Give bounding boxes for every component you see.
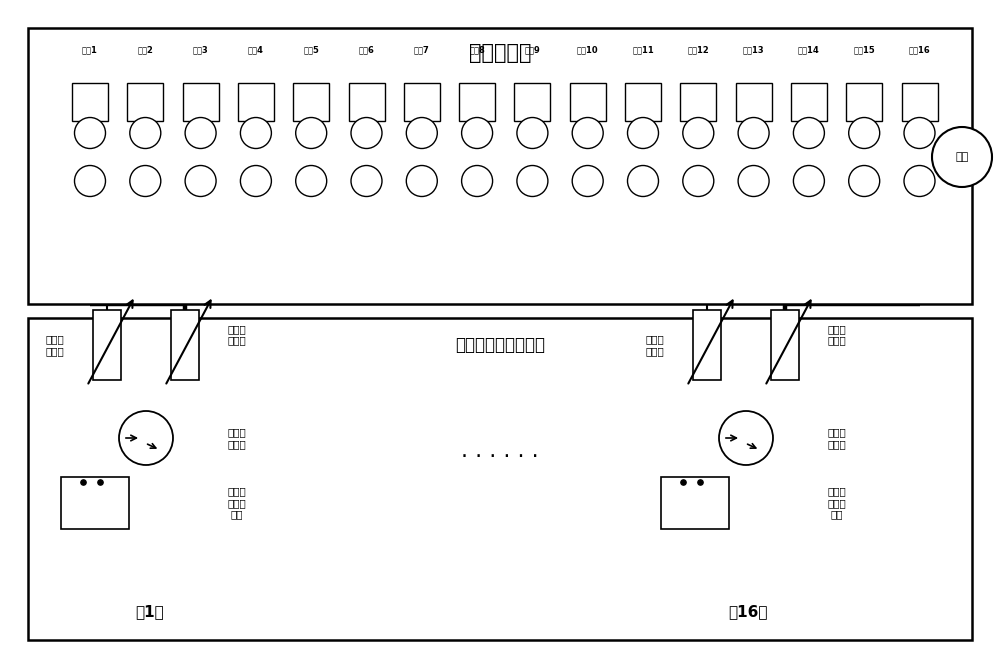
Text: 通道11: 通道11 [632,46,654,54]
Circle shape [240,117,271,148]
Text: 通道10: 通道10 [577,46,599,54]
Text: 标准信
号发生
电路: 标准信 号发生 电路 [828,487,846,520]
Bar [736,83,772,121]
Text: 瞬断测试仪: 瞬断测试仪 [469,43,531,63]
Circle shape [351,117,382,148]
Bar [771,310,799,380]
Bar [514,83,550,121]
Circle shape [406,166,437,197]
Circle shape [517,166,548,197]
Bar [61,477,129,529]
Text: 通道2: 通道2 [137,46,153,54]
Circle shape [793,117,824,148]
Circle shape [572,166,603,197]
Circle shape [119,411,173,465]
Circle shape [240,166,271,197]
Text: 通道15: 通道15 [853,46,875,54]
Text: 通道5: 通道5 [303,46,319,54]
Circle shape [628,166,658,197]
Bar [72,83,108,121]
Circle shape [738,117,769,148]
Text: 通道1: 通道1 [82,46,98,54]
Circle shape [296,117,327,148]
Circle shape [185,117,216,148]
Bar [625,83,661,121]
Circle shape [719,411,773,465]
Circle shape [74,117,105,148]
Bar [404,83,440,121]
Circle shape [74,166,105,197]
Bar [693,310,721,380]
Text: 主程控
电阻源: 主程控 电阻源 [828,324,846,346]
Text: 第16路: 第16路 [728,604,768,620]
Circle shape [904,117,935,148]
Circle shape [406,117,437,148]
Circle shape [683,117,714,148]
Circle shape [628,117,658,148]
Circle shape [932,127,992,187]
Text: 通道12: 通道12 [687,46,709,54]
Circle shape [849,166,880,197]
Circle shape [462,117,493,148]
Text: 通道3: 通道3 [193,46,208,54]
Bar [127,83,163,121]
Bar [183,83,219,121]
Circle shape [351,166,382,197]
Text: 通道8: 通道8 [469,46,485,54]
Text: 高速场
效应管: 高速场 效应管 [228,427,246,449]
Bar [846,83,882,121]
Circle shape [572,117,603,148]
Text: 通道4: 通道4 [248,46,264,54]
Circle shape [517,117,548,148]
Bar [570,83,606,121]
Circle shape [185,166,216,197]
Text: 通道6: 通道6 [359,46,374,54]
Text: 辅程控
电阻源: 辅程控 电阻源 [46,334,64,355]
Text: 通道16: 通道16 [909,46,930,54]
Bar [680,83,716,121]
Circle shape [462,166,493,197]
Text: 通道7: 通道7 [414,46,430,54]
Text: 开关: 开关 [955,152,969,162]
Bar [171,310,199,380]
Text: 第1路: 第1路 [136,604,164,620]
Text: 通道9: 通道9 [525,46,540,54]
Circle shape [793,166,824,197]
Text: 标准信
号发生
电路: 标准信 号发生 电路 [228,487,246,520]
Text: 主程控
电阻源: 主程控 电阻源 [228,324,246,346]
Circle shape [738,166,769,197]
Text: 通道13: 通道13 [743,46,764,54]
Bar [902,83,938,121]
Text: 辅程控
电阻源: 辅程控 电阻源 [646,334,664,355]
Bar [459,83,495,121]
Bar [28,28,972,304]
Bar [791,83,827,121]
Bar [28,318,972,640]
Bar [93,310,121,380]
Circle shape [296,166,327,197]
Bar [238,83,274,121]
Bar [661,477,729,529]
Text: 高速场
效应管: 高速场 效应管 [828,427,846,449]
Circle shape [130,117,161,148]
Text: 瞬断测试仪校准装置: 瞬断测试仪校准装置 [455,336,545,354]
Circle shape [849,117,880,148]
Text: 通道14: 通道14 [798,46,820,54]
Bar [349,83,385,121]
Circle shape [683,166,714,197]
Bar [293,83,329,121]
Circle shape [130,166,161,197]
Text: · · · · · ·: · · · · · · [461,447,539,467]
Circle shape [904,166,935,197]
